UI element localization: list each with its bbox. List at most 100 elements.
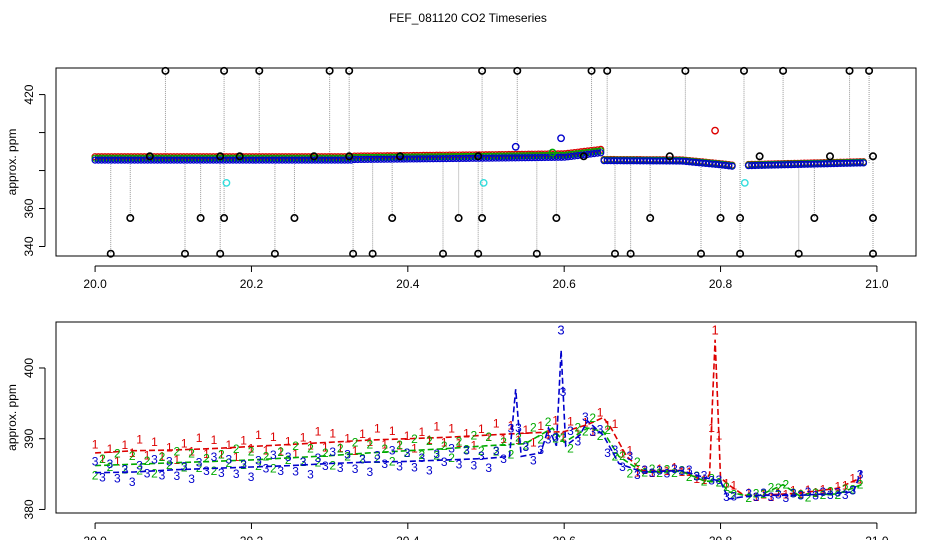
outlier-point (106, 249, 115, 258)
outlier-point (552, 214, 561, 223)
outlier-point (349, 249, 358, 258)
series-marker: 3 (441, 455, 448, 469)
series-marker: 2 (181, 460, 188, 474)
series-marker: 2 (456, 434, 463, 448)
series-marker: 2 (842, 482, 849, 496)
series-marker: 3 (782, 491, 789, 505)
series-marker: 1 (196, 431, 203, 445)
series-marker: 2 (716, 475, 723, 489)
series-marker: 3 (352, 462, 359, 476)
series-marker: 3 (716, 473, 723, 487)
series-marker: 1 (523, 423, 530, 437)
outlier-point (474, 152, 483, 161)
data-point (698, 159, 707, 167)
series-marker: 1 (745, 486, 752, 500)
outlier-point (235, 152, 244, 161)
plot-frame (55, 67, 917, 257)
outlier-point (270, 249, 279, 258)
series-marker: 1 (589, 425, 596, 439)
series-marker: 1 (834, 480, 841, 494)
series-marker: 2 (820, 488, 827, 502)
series-marker: 1 (708, 421, 715, 435)
outlier-point (181, 249, 190, 258)
series-marker: 3 (478, 449, 485, 463)
series-marker: 2 (248, 444, 255, 458)
series-marker: 1 (448, 422, 455, 436)
series-marker: 1 (277, 444, 284, 458)
series-marker: 1 (159, 450, 166, 464)
data-point (344, 156, 352, 164)
outlier-point (161, 66, 170, 75)
series-marker: 1 (374, 422, 381, 436)
series-marker: 1 (352, 444, 359, 458)
series-marker: 2 (567, 441, 574, 455)
series-marker: 2 (560, 431, 567, 445)
series-marker: 1 (471, 439, 478, 453)
series-marker: 1 (515, 433, 522, 447)
series-marker: 1 (782, 487, 789, 501)
series-marker: 1 (760, 487, 767, 501)
series-marker: 3 (248, 470, 255, 484)
series-marker: 3 (307, 467, 314, 481)
series-marker: 3 (537, 443, 544, 457)
series-marker: 1 (107, 442, 114, 456)
series-marker: 2 (649, 462, 656, 476)
series-marker: 1 (797, 487, 804, 501)
series-marker: 1 (649, 466, 656, 480)
series-marker: 3 (597, 423, 604, 437)
series-marker: 3 (693, 469, 700, 483)
series-marker: 1 (634, 465, 641, 479)
x-tick-label: 20.2 (240, 277, 264, 291)
outlier-point (665, 152, 674, 161)
series-marker: 1 (537, 419, 544, 433)
series-marker: 1 (693, 472, 700, 486)
outlier-point (755, 152, 764, 161)
series-marker: 2 (218, 448, 225, 462)
outlier-point (794, 249, 803, 258)
series-marker: 2 (537, 433, 544, 447)
outlier-point (716, 214, 725, 223)
series-marker: 1 (411, 441, 418, 455)
series-marker: 3 (203, 464, 210, 478)
x-tick-label: 21.0 (865, 534, 889, 540)
series-marker: 3 (159, 468, 166, 482)
series-marker: 1 (188, 444, 195, 458)
series-marker: 3 (136, 458, 143, 472)
series-marker: 3 (545, 432, 552, 446)
series-marker: 2 (426, 434, 433, 448)
series-marker: 1 (329, 427, 336, 441)
series-marker: 2 (419, 448, 426, 462)
data-point (564, 153, 572, 161)
series-marker: 3 (664, 467, 671, 481)
series-marker: 3 (471, 458, 478, 472)
series-marker: 2 (575, 421, 582, 435)
x-tick-label: 20.8 (709, 534, 733, 540)
series-marker: 2 (136, 463, 143, 477)
y-axis-label: approx. ppm (5, 129, 19, 196)
series-marker: 1 (255, 428, 262, 442)
series-marker: 2 (166, 458, 173, 472)
series-marker: 2 (240, 458, 247, 472)
series-marker: 3 (530, 454, 537, 468)
outlier-point (513, 66, 522, 75)
series-marker: 3 (634, 468, 641, 482)
series-marker: 1 (500, 432, 507, 446)
series-marker: 1 (225, 438, 232, 452)
x-tick-label: 20.0 (83, 277, 107, 291)
series-marker: 3 (790, 487, 797, 501)
series-marker: 3 (359, 452, 366, 466)
y-tick-label: 390 (22, 428, 36, 448)
series-marker: 3 (389, 443, 396, 457)
series-marker: 1 (99, 452, 106, 466)
series-marker: 3 (463, 444, 470, 458)
series-marker: 2 (604, 423, 611, 437)
series-marker: 1 (121, 438, 128, 452)
data-point (718, 161, 726, 169)
series-marker: 3 (500, 452, 507, 466)
series-marker: 2 (151, 466, 158, 480)
highlight-point (511, 142, 520, 151)
series-marker: 3 (552, 431, 559, 445)
outlier-point (681, 66, 690, 75)
series-marker: 3 (834, 485, 841, 499)
series-marker: 2 (530, 421, 537, 435)
